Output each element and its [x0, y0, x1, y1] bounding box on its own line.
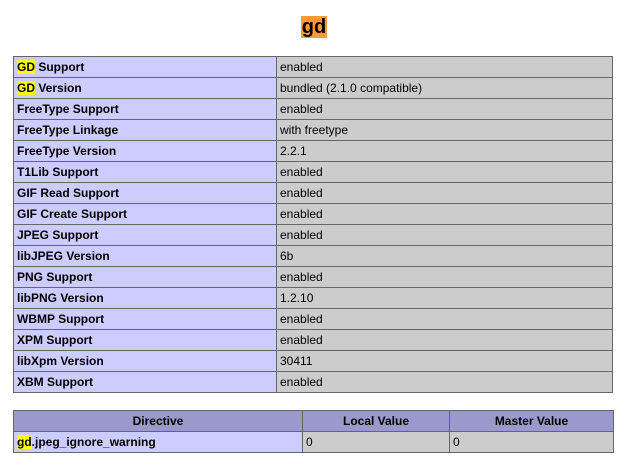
- row-label: XBM Support: [13, 371, 277, 393]
- row-label-text: GIF Read Support: [17, 186, 119, 200]
- row-label-text: libJPEG Version: [17, 249, 110, 263]
- row-label-text: PNG Support: [17, 270, 93, 284]
- local-value: 0: [302, 431, 450, 453]
- master-value: 0: [449, 431, 614, 453]
- row-label: libPNG Version: [13, 287, 277, 309]
- row-label-text: XBM Support: [17, 375, 93, 389]
- row-label-text: Version: [35, 81, 82, 95]
- row-label-text: libPNG Version: [17, 291, 104, 305]
- row-value: with freetype: [276, 119, 613, 141]
- row-label: GD Version: [13, 77, 277, 99]
- table-row: GD Version bundled (2.1.0 compatible): [13, 77, 613, 99]
- row-value: enabled: [276, 161, 613, 183]
- row-label: libJPEG Version: [13, 245, 277, 267]
- row-value: enabled: [276, 56, 613, 78]
- row-label-text: T1Lib Support: [17, 165, 99, 179]
- row-label: FreeType Version: [13, 140, 277, 162]
- row-value: enabled: [276, 182, 613, 204]
- row-label: libXpm Version: [13, 350, 277, 372]
- row-value: enabled: [276, 203, 613, 225]
- master-value-column-header: Master Value: [449, 410, 614, 432]
- row-label-text: FreeType Version: [17, 144, 117, 158]
- search-highlight: gd: [17, 435, 32, 449]
- row-value: enabled: [276, 329, 613, 351]
- row-label: PNG Support: [13, 266, 277, 288]
- directive-table-body: gd.jpeg_ignore_warning 0 0: [13, 431, 614, 453]
- table-row: WBMP Support enabled: [13, 308, 613, 330]
- local-value-column-header: Local Value: [302, 410, 450, 432]
- gd-info-table: GD Support enabled GD Version bundled (2.1.…: [13, 56, 613, 393]
- row-label-text: FreeType Linkage: [17, 123, 119, 137]
- row-label-text: WBMP Support: [17, 312, 105, 326]
- row-value: enabled: [276, 224, 613, 246]
- directive-column-header: Directive: [13, 410, 303, 432]
- section-title: gd: [300, 16, 328, 38]
- row-value: enabled: [276, 266, 613, 288]
- table-row: GIF Read Support enabled: [13, 182, 613, 204]
- row-label: FreeType Support: [13, 98, 277, 120]
- row-label: GIF Read Support: [13, 182, 277, 204]
- row-label: T1Lib Support: [13, 161, 277, 183]
- table-row: XPM Support enabled: [13, 329, 613, 351]
- row-value: 1.2.10: [276, 287, 613, 309]
- row-label: WBMP Support: [13, 308, 277, 330]
- table-row: PNG Support enabled: [13, 266, 613, 288]
- section-header: gd: [0, 16, 628, 38]
- row-value: enabled: [276, 308, 613, 330]
- table-row: libPNG Version 1.2.10: [13, 287, 613, 309]
- table-row: GD Support enabled: [13, 56, 613, 78]
- row-label: GIF Create Support: [13, 203, 277, 225]
- row-label-text: XPM Support: [17, 333, 93, 347]
- table-row: libXpm Version 30411: [13, 350, 613, 372]
- row-value: enabled: [276, 371, 613, 393]
- directive-table: Directive Local Value Master Value gd.jp…: [13, 410, 614, 453]
- table-row: FreeType Support enabled: [13, 98, 613, 120]
- directive-table-header-row: Directive Local Value Master Value: [13, 410, 614, 432]
- row-label: GD Support: [13, 56, 277, 78]
- search-highlight: GD: [17, 60, 35, 74]
- table-row: GIF Create Support enabled: [13, 203, 613, 225]
- table-row: XBM Support enabled: [13, 371, 613, 393]
- row-label-text: Support: [35, 60, 85, 74]
- table-row: T1Lib Support enabled: [13, 161, 613, 183]
- table-row: FreeType Version 2.2.1: [13, 140, 613, 162]
- row-label-text: libXpm Version: [17, 354, 104, 368]
- row-value: 2.2.1: [276, 140, 613, 162]
- table-row: libJPEG Version 6b: [13, 245, 613, 267]
- directive-name-text: .jpeg_ignore_warning: [31, 435, 156, 449]
- row-value: bundled (2.1.0 compatible): [276, 77, 613, 99]
- directive-row: gd.jpeg_ignore_warning 0 0: [13, 431, 614, 453]
- row-value: 6b: [276, 245, 613, 267]
- table-row: FreeType Linkage with freetype: [13, 119, 613, 141]
- row-value: enabled: [276, 98, 613, 120]
- directive-name: gd.jpeg_ignore_warning: [13, 431, 303, 453]
- table-row: JPEG Support enabled: [13, 224, 613, 246]
- row-label: JPEG Support: [13, 224, 277, 246]
- row-label-text: GIF Create Support: [17, 207, 128, 221]
- row-value: 30411: [276, 350, 613, 372]
- row-label: XPM Support: [13, 329, 277, 351]
- gd-info-table-body: GD Support enabled GD Version bundled (2.1.…: [13, 56, 613, 393]
- search-highlight: GD: [17, 81, 35, 95]
- row-label: FreeType Linkage: [13, 119, 277, 141]
- row-label-text: FreeType Support: [17, 102, 119, 116]
- row-label-text: JPEG Support: [17, 228, 99, 242]
